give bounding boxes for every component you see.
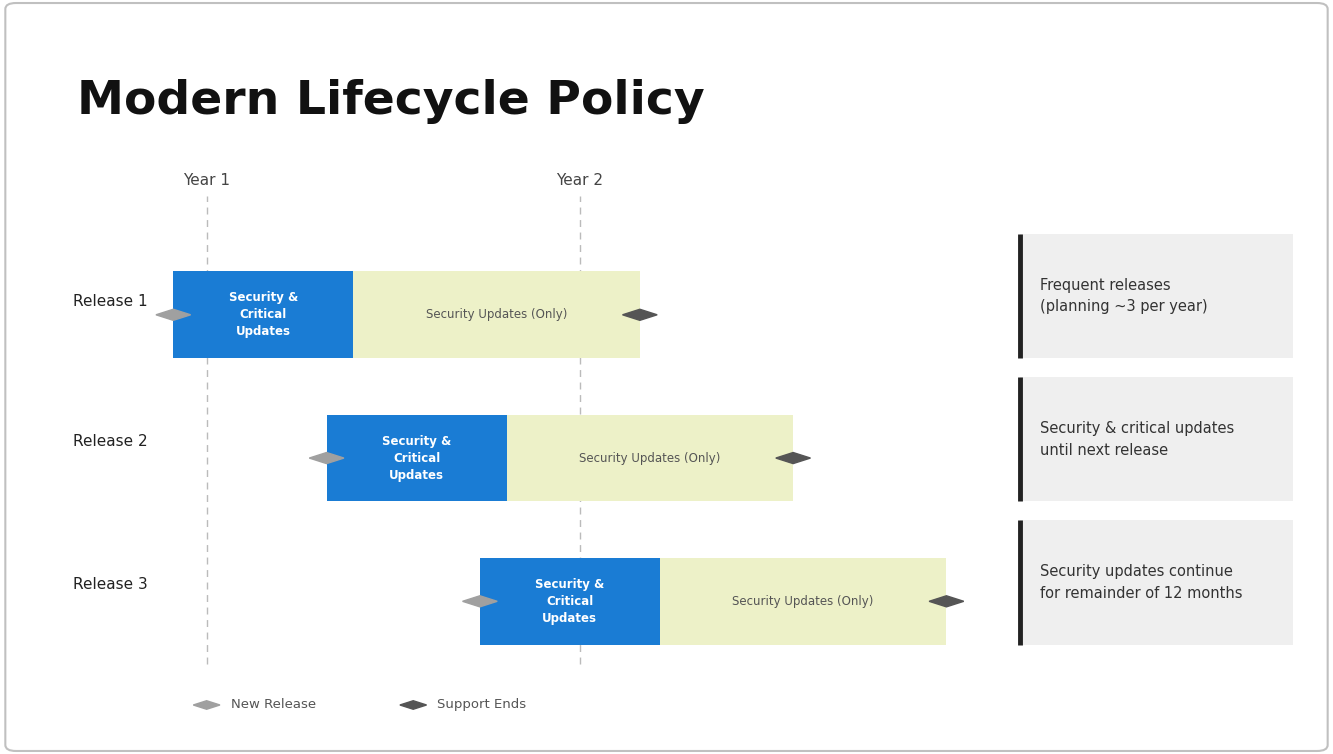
Bar — [1020, 520, 1293, 645]
Polygon shape — [929, 596, 964, 607]
Text: Security Updates (Only): Security Updates (Only) — [579, 452, 721, 464]
Polygon shape — [400, 700, 427, 710]
Text: Year 2: Year 2 — [556, 173, 604, 188]
Text: Modern Lifecycle Policy: Modern Lifecycle Policy — [77, 79, 705, 124]
Bar — [507, 415, 793, 501]
Text: Support Ends: Support Ends — [437, 698, 527, 712]
Text: Security Updates (Only): Security Updates (Only) — [425, 308, 568, 321]
FancyBboxPatch shape — [5, 3, 1328, 751]
Bar — [327, 415, 507, 501]
Polygon shape — [193, 700, 220, 710]
Bar — [1020, 377, 1293, 501]
Text: Security & critical updates
until next release: Security & critical updates until next r… — [1040, 421, 1234, 458]
Bar — [173, 271, 353, 358]
Polygon shape — [776, 452, 810, 464]
Text: Release 3: Release 3 — [73, 577, 148, 592]
Text: Security &
Critical
Updates: Security & Critical Updates — [536, 578, 604, 625]
Polygon shape — [623, 309, 657, 320]
Text: Frequent releases
(planning ~3 per year): Frequent releases (planning ~3 per year) — [1040, 277, 1208, 314]
Text: Security Updates (Only): Security Updates (Only) — [732, 595, 874, 608]
Text: New Release: New Release — [231, 698, 316, 712]
Text: Release 1: Release 1 — [73, 294, 148, 309]
Bar — [353, 271, 640, 358]
Text: Security &
Critical
Updates: Security & Critical Updates — [229, 291, 297, 339]
Bar — [1020, 234, 1293, 358]
Polygon shape — [309, 452, 344, 464]
Text: Security updates continue
for remainder of 12 months: Security updates continue for remainder … — [1040, 564, 1242, 601]
Text: Release 2: Release 2 — [73, 434, 148, 449]
Bar — [480, 558, 660, 645]
Bar — [660, 558, 946, 645]
Polygon shape — [156, 309, 191, 320]
Text: Security &
Critical
Updates: Security & Critical Updates — [383, 434, 451, 482]
Text: Year 1: Year 1 — [183, 173, 231, 188]
Polygon shape — [463, 596, 497, 607]
